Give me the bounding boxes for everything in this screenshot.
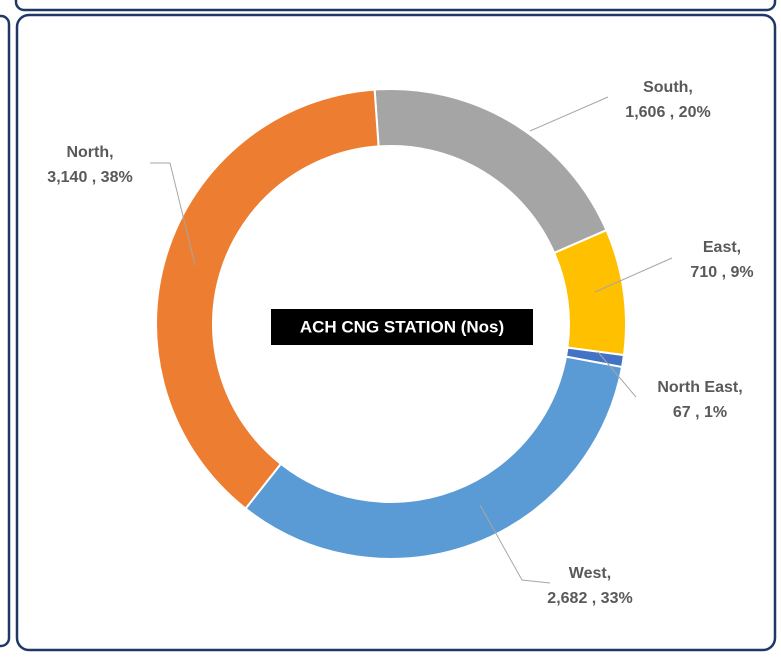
chart-title: ACH CNG STATION (Nos) <box>300 317 504 336</box>
label-name: North East, <box>657 379 742 396</box>
leader-line <box>479 504 551 584</box>
label-name: West, <box>569 565 611 582</box>
label-value: 1,606 , 20% <box>625 104 710 121</box>
leader-line <box>594 257 673 293</box>
label-value: 3,140 , 38% <box>47 169 132 186</box>
leader-line <box>150 162 196 266</box>
left-panel <box>0 14 11 648</box>
label-name: East, <box>703 239 741 256</box>
label-name: South, <box>643 79 693 96</box>
label-value: 67 , 1% <box>673 404 727 421</box>
label-name: North, <box>66 144 113 161</box>
leader-line <box>529 96 609 132</box>
title-box <box>271 309 533 345</box>
data-labels: South, 1,606 , 20% East, 710 , 9% North East… <box>47 79 753 607</box>
top-panel <box>14 0 777 12</box>
donut-slice <box>244 355 624 560</box>
leader-line <box>597 351 637 398</box>
donut-slice <box>155 88 380 511</box>
label-value: 2,682 , 33% <box>547 590 632 607</box>
label-value: 710 , 9% <box>690 264 753 281</box>
donut <box>155 88 627 560</box>
